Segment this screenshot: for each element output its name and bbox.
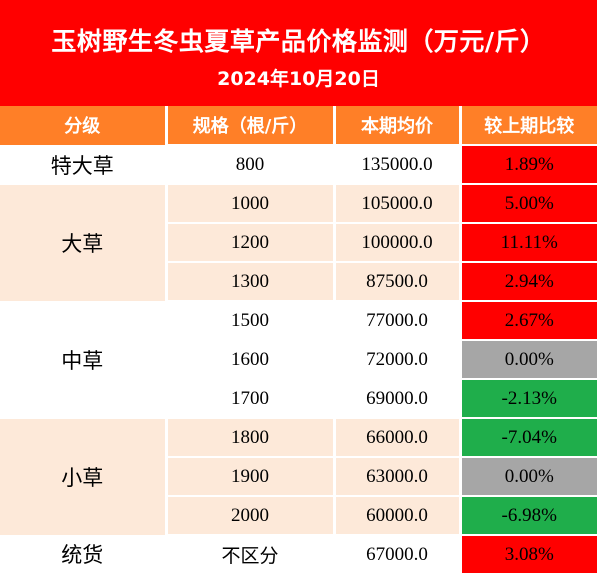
change-cell: 1.89% <box>458 144 597 184</box>
price-cell: 135000.0 <box>332 144 460 184</box>
price-cell: 67000.0 <box>332 534 460 573</box>
change-cell: 11.11% <box>458 222 597 262</box>
spec-cell: 1500 <box>164 300 334 340</box>
grade-cell: 小草 <box>0 417 166 535</box>
spec-cell: 1800 <box>164 417 334 457</box>
change-cell: -7.04% <box>458 417 597 457</box>
report-date: 2024年10月20日 <box>217 68 380 90</box>
price-cell: 60000.0 <box>332 495 460 535</box>
grade-cell: 统货 <box>0 534 166 573</box>
table-row: 2000 60000.0 -6.98% <box>0 495 597 535</box>
change-cell: -2.13% <box>458 378 597 418</box>
grade-cell: 大草 <box>0 183 166 301</box>
price-cell: 77000.0 <box>332 300 460 340</box>
spec-cell: 1600 <box>164 339 334 379</box>
price-cell: 69000.0 <box>332 378 460 418</box>
spec-cell: 1300 <box>164 261 334 301</box>
table-row: 1300 87500.0 2.94% <box>0 261 597 301</box>
price-cell: 63000.0 <box>332 456 460 496</box>
table-row: 小草 1800 66000.0 -7.04% <box>0 417 597 535</box>
spec-cell: 1900 <box>164 456 334 496</box>
change-cell: 2.67% <box>458 300 597 340</box>
price-table: 分级 规格（根/斤） 本期均价 较上期比较 特大草 800 135000.0 1… <box>0 106 597 573</box>
column-header-grade: 分级 <box>0 106 166 145</box>
table-row: 特大草 800 135000.0 1.89% <box>0 144 597 184</box>
table-row: 1200 100000.0 11.11% <box>0 222 597 262</box>
table-row: 1700 69000.0 -2.13% <box>0 378 597 418</box>
change-cell: 3.08% <box>458 534 597 573</box>
grade-cell: 中草 <box>0 300 166 418</box>
price-cell: 87500.0 <box>332 261 460 301</box>
price-cell: 66000.0 <box>332 417 460 457</box>
price-cell: 100000.0 <box>332 222 460 262</box>
change-cell: 0.00% <box>458 456 597 496</box>
change-cell: 2.94% <box>458 261 597 301</box>
change-cell: 0.00% <box>458 339 597 379</box>
spec-cell: 800 <box>164 144 334 184</box>
spec-cell: 1000 <box>164 183 334 223</box>
report-title: 玉树野生冬虫夏草产品价格监测（万元/斤） <box>51 27 546 56</box>
report-header: 玉树野生冬虫夏草产品价格监测（万元/斤） 2024年10月20日 <box>0 0 597 106</box>
column-header-change: 较上期比较 <box>458 106 597 145</box>
table-row: 大草 1000 105000.0 5.00% <box>0 183 597 301</box>
price-cell: 72000.0 <box>332 339 460 379</box>
table-row: 统货 不区分 67000.0 3.08% <box>0 534 597 573</box>
change-cell: 5.00% <box>458 183 597 223</box>
grade-cell: 特大草 <box>0 144 166 184</box>
table-row: 1600 72000.0 0.00% <box>0 339 597 379</box>
price-cell: 105000.0 <box>332 183 460 223</box>
spec-cell: 2000 <box>164 495 334 535</box>
column-header-price: 本期均价 <box>332 106 460 145</box>
table-row: 1900 63000.0 0.00% <box>0 456 597 496</box>
column-header-spec: 规格（根/斤） <box>164 106 334 145</box>
change-cell: -6.98% <box>458 495 597 535</box>
spec-cell: 不区分 <box>164 534 334 573</box>
spec-cell: 1700 <box>164 378 334 418</box>
spec-cell: 1200 <box>164 222 334 262</box>
table-row: 中草 1500 77000.0 2.67% <box>0 300 597 418</box>
table-header-row: 分级 规格（根/斤） 本期均价 较上期比较 <box>0 106 597 145</box>
